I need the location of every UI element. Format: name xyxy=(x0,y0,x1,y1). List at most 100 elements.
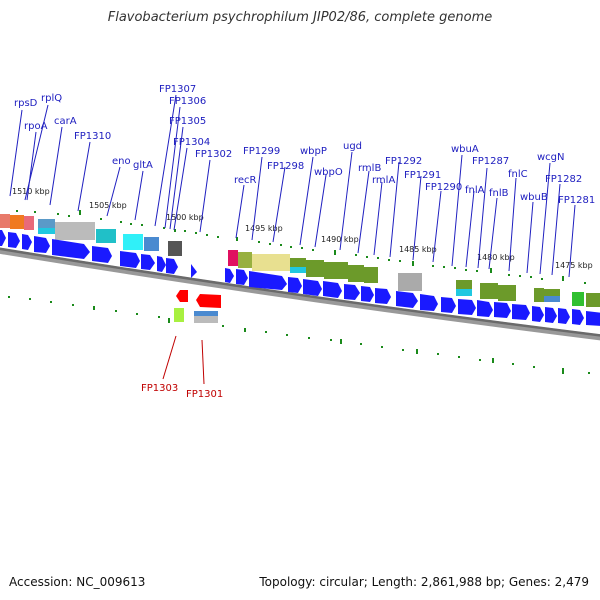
feature-boxe-item xyxy=(38,228,55,234)
gene-label-FP1292: FP1292 xyxy=(385,156,422,167)
feature-boxe-item xyxy=(456,289,472,296)
inner-tick-mark-item xyxy=(29,298,31,300)
forward-leader-line-item xyxy=(235,184,245,239)
feature-boxe-item xyxy=(586,293,600,307)
inner-tick-mark-item xyxy=(588,372,590,374)
feature-boxe-item xyxy=(456,280,472,290)
feature-boxe-item xyxy=(168,241,182,256)
forward-gene-arrow-item xyxy=(288,277,302,293)
tick-label: 1495 kbp xyxy=(245,224,283,233)
reverse-feature-item xyxy=(194,316,218,323)
forward-gene-arrow-item xyxy=(22,234,32,250)
inner-tick-mark-item xyxy=(222,325,224,327)
forward-gene-arrow-item xyxy=(8,232,20,248)
feature-boxe-item xyxy=(96,229,116,243)
forward-leader-line-item xyxy=(49,126,63,206)
outer-tick-mark-item xyxy=(79,210,81,215)
feature-boxe-item xyxy=(238,252,252,268)
outer-tick-mark-item xyxy=(355,254,357,256)
reverse-feature-item xyxy=(174,308,184,322)
feature-boxe-item xyxy=(252,254,290,271)
feature-boxe-item xyxy=(228,250,238,266)
forward-gene-arrow-item xyxy=(52,239,90,259)
reverse-feature-item xyxy=(196,294,221,308)
forward-leader-line-item xyxy=(314,174,327,248)
tick-label: 1505 kbp xyxy=(89,201,127,210)
forward-leader-line-item xyxy=(154,94,177,227)
forward-gene-arrows xyxy=(0,230,600,326)
forward-gene-arrow-item xyxy=(545,307,557,323)
reverse-feature-item xyxy=(176,290,188,302)
forward-gene-arrow-item xyxy=(558,308,570,324)
forward-leader-line-item xyxy=(477,167,488,269)
gene-label-rpoA: rpoA xyxy=(24,121,48,132)
forward-leader-line-item xyxy=(272,166,286,243)
outer-tick-mark-item xyxy=(562,276,564,281)
feature-boxe-item xyxy=(306,260,324,277)
gene-label-FP1299: FP1299 xyxy=(243,146,280,157)
forward-leader-line-item xyxy=(488,197,498,270)
forward-gene-arrow-item xyxy=(303,279,322,296)
genome-title: Flavobacterium psychrophilum JIP02/86, c… xyxy=(107,10,493,25)
inner-tick-mark-item xyxy=(93,306,95,310)
outer-tick-mark-item xyxy=(269,243,271,245)
feature-boxe-item xyxy=(324,262,348,279)
forward-leader-line-item xyxy=(299,156,314,246)
gene-label-rmlA: rmlA xyxy=(372,175,395,186)
gene-label-recR: recR xyxy=(234,175,257,186)
forward-gene-arrow-item xyxy=(34,236,50,253)
forward-gene-arrow-item xyxy=(441,297,456,313)
outer-tick-mark-item xyxy=(68,215,70,217)
gene-label-FP1298: FP1298 xyxy=(267,161,304,172)
forward-gene-arrow-item xyxy=(361,286,374,302)
forward-leader-line-item xyxy=(77,141,91,212)
inner-tick-mark-item xyxy=(492,358,494,363)
outer-tick-mark-item xyxy=(236,237,238,241)
forward-gene-arrow-item xyxy=(494,302,511,318)
forward-gene-arrow-item xyxy=(344,284,360,300)
gene-label-eno: eno xyxy=(112,156,131,167)
genome-summary-text: Topology: circular; Length: 2,861,988 bp… xyxy=(259,575,589,589)
inner-tick-mark-item xyxy=(402,349,404,351)
inner-tick-mark-item xyxy=(360,343,362,345)
outer-tick-mark-item xyxy=(301,247,303,249)
outer-tick-mark-item xyxy=(195,232,197,234)
gene-label-wbpP: wbpP xyxy=(300,146,327,157)
forward-gene-arrow-item xyxy=(191,264,197,278)
forward-gene-arrow-item xyxy=(236,269,248,285)
outer-tick-mark-item xyxy=(412,261,414,266)
outer-tick-mark-item xyxy=(584,282,586,284)
forward-gene-arrow-item xyxy=(141,254,155,270)
gene-label-FP1281: FP1281 xyxy=(558,195,595,206)
forward-gene-arrow-item xyxy=(92,246,112,263)
inner-tick-marks xyxy=(8,296,590,374)
outer-tick-mark-item xyxy=(290,246,292,248)
forward-leader-line-item xyxy=(451,154,463,267)
forward-leader-line-item xyxy=(412,175,422,261)
reverse-feature-item xyxy=(194,311,218,317)
forward-leader-line-item xyxy=(389,161,400,258)
inner-tick-mark-item xyxy=(115,310,117,312)
feature-boxe-item xyxy=(534,288,544,302)
feature-boxe-item xyxy=(348,265,364,282)
forward-leader-line-item xyxy=(169,126,184,230)
inner-tick-mark-item xyxy=(8,296,10,298)
forward-leader-line-item xyxy=(134,170,144,221)
reverse-leader-line-item xyxy=(162,335,177,380)
forward-leader-line-item xyxy=(9,109,23,197)
forward-gene-arrow-item xyxy=(396,291,418,308)
outer-tick-mark-item xyxy=(16,210,18,212)
tick-label: 1490 kbp xyxy=(321,235,359,244)
forward-leader-line-item xyxy=(568,204,576,278)
accession-text: Accession: NC_009613 xyxy=(9,575,146,589)
gene-label-FP1287: FP1287 xyxy=(472,156,509,167)
gene-label-FP1282: FP1282 xyxy=(545,174,582,185)
forward-leader-lines xyxy=(9,94,576,278)
feature-boxe-item xyxy=(480,283,498,299)
feature-boxe-item xyxy=(290,258,306,268)
gene-label-FP1302: FP1302 xyxy=(195,149,232,160)
inner-tick-mark-item xyxy=(286,334,288,336)
inner-tick-mark-item xyxy=(458,356,460,358)
feature-boxe-item xyxy=(55,222,95,240)
feature-boxe-item xyxy=(364,267,378,283)
